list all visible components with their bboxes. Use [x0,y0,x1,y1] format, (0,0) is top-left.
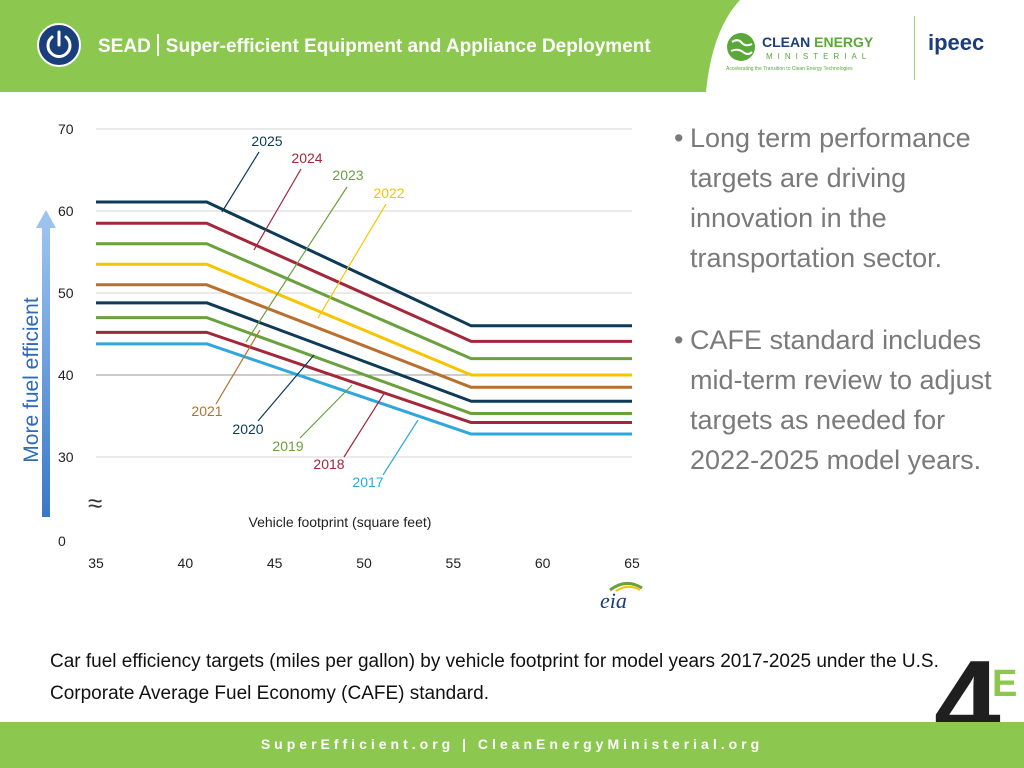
footer-links: SuperEfficient.org | CleanEnergyMinister… [260,736,764,752]
series-leader-2024 [253,168,302,251]
clean-energy-ministerial-logo: CLEAN ENERGY MINISTERIAL Accelerating th… [726,30,906,80]
figure-caption: Car fuel efficiency targets (miles per g… [50,651,939,704]
bullet-list: • Long term performance targets are driv… [674,118,1014,480]
series-line-2021 [96,283,632,389]
bullet-text: CAFE standard includes mid-term review t… [690,325,992,475]
series-line-2019 [96,316,632,416]
y-axis-label: More fuel efficient [20,297,43,463]
series-label-2021: 2021 [191,403,222,419]
series-leader-2019 [299,384,353,439]
eia-logo: eia [600,588,627,613]
ipeec-logo: ipeec [928,30,985,55]
cafe-chart: 0 30 40 50 60 70 35 40 45 50 55 60 65 ≈ Vehicle footpr… [20,121,640,571]
series-line-2020 [96,301,632,403]
x-tick-label: 60 [535,555,551,571]
series-line-2025 [96,200,632,328]
x-axis-label: Vehicle footprint (square feet) [249,514,432,530]
header-divider [914,16,915,80]
series-line-2022 [96,262,632,377]
x-tick-label: 45 [267,555,283,571]
x-tick-label: 35 [88,555,104,571]
header-green-band [0,0,740,92]
y-axis-arrow-shaft [42,225,50,517]
bullet-marker: • [674,123,684,153]
x-tick-label: 40 [178,555,194,571]
series-leader-2022 [317,203,387,319]
x-tick-label: 65 [624,555,640,571]
y-tick-label: 0 [58,533,66,549]
series-label-2018: 2018 [313,456,344,472]
y-tick-label: 40 [58,367,74,383]
brand-title: SEAD Super-efficient Equipment and Applia… [98,34,651,58]
4e-logo-letter: E [992,663,1017,705]
x-tick-label: 55 [446,555,462,571]
brand-short: SEAD [98,36,151,57]
series-line-2017 [96,342,632,436]
series-line-2023 [96,242,632,361]
series-label-2017: 2017 [352,474,383,490]
series-label-2020: 2020 [232,421,263,437]
y-tick-label: 50 [58,285,74,301]
cem-tagline: Accelerating the Transition to Clean Ene… [726,66,853,72]
bullet-marker: • [674,325,684,355]
eia-logo-arc [609,582,643,592]
bullet-text: Long term performance targets are drivin… [690,123,971,273]
series-label-2019: 2019 [272,438,303,454]
globe-icon [727,33,755,61]
axis-break-symbol: ≈ [88,488,102,518]
series-label-2023: 2023 [332,167,363,183]
brand-long: Super-efficient Equipment and Appliance … [165,36,651,57]
x-tick-label: 50 [356,555,372,571]
series-label-2024: 2024 [291,150,322,166]
footer-bar: SuperEfficient.org | CleanEnergyMinister… [0,722,1024,768]
cem-line1: CLEAN ENERGY [762,34,873,50]
brand-divider [156,34,159,56]
series-label-2025: 2025 [251,133,282,149]
bullet-item: • CAFE standard includes mid-term review… [674,320,1014,480]
series-leader-2021 [215,329,261,405]
cem-word-energy: ENERGY [814,34,874,50]
series-leader-2020 [257,354,315,422]
series-leader-2017 [382,419,419,476]
bullet-item: • Long term performance targets are driv… [674,118,1014,278]
series-line-2018 [96,330,632,425]
y-axis-arrow-head [36,210,56,228]
header-bar: SEAD Super-efficient Equipment and Applia… [0,0,1024,92]
series-label-2022: 2022 [373,185,404,201]
series-leader-2025 [221,151,260,213]
cem-line2: MINISTERIAL [766,52,872,61]
y-tick-label: 70 [58,121,74,137]
series-leader-2018 [343,391,386,458]
y-tick-label: 60 [58,203,74,219]
series-leader-2023 [245,186,348,343]
cem-word-clean: CLEAN [762,34,811,50]
y-tick-label: 30 [58,449,74,465]
power-icon [37,23,81,67]
